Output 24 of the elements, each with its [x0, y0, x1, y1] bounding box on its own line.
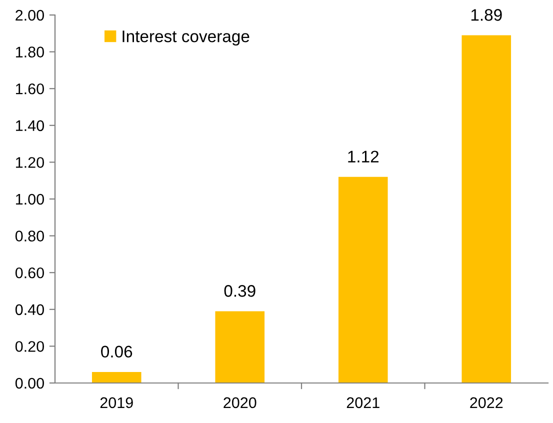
- y-tick-label: 1.00: [16, 194, 44, 205]
- y-tick-label: 1.20: [16, 157, 44, 168]
- x-tick-label: 2019: [100, 397, 133, 408]
- y-tick-label: 0.40: [15, 304, 44, 316]
- x-tick-label: 2022: [470, 397, 503, 408]
- y-tick-label: 1.40: [16, 120, 44, 132]
- y-tick-label: 2.00: [16, 10, 44, 21]
- bar: [92, 372, 142, 383]
- legend-label: Interest coverage: [122, 30, 250, 46]
- data-label: 0.06: [101, 346, 132, 358]
- data-label: 0.39: [224, 285, 256, 297]
- bar: [338, 176, 388, 383]
- y-tick-label: 0.80: [15, 230, 44, 242]
- y-tick-label: 1.60: [16, 83, 44, 94]
- x-tick-label: 2020: [224, 397, 256, 408]
- data-label: 1.89: [471, 9, 502, 21]
- bar: [215, 311, 265, 383]
- y-tick-label: 0.00: [15, 378, 44, 389]
- x-tick-label: 2021: [346, 397, 380, 408]
- y-tick-label: 0.60: [15, 267, 44, 278]
- y-tick-label: 0.20: [15, 341, 44, 352]
- y-tick-label: 1.80: [16, 46, 44, 58]
- bar: [462, 35, 512, 383]
- data-label: 1.12: [348, 150, 379, 162]
